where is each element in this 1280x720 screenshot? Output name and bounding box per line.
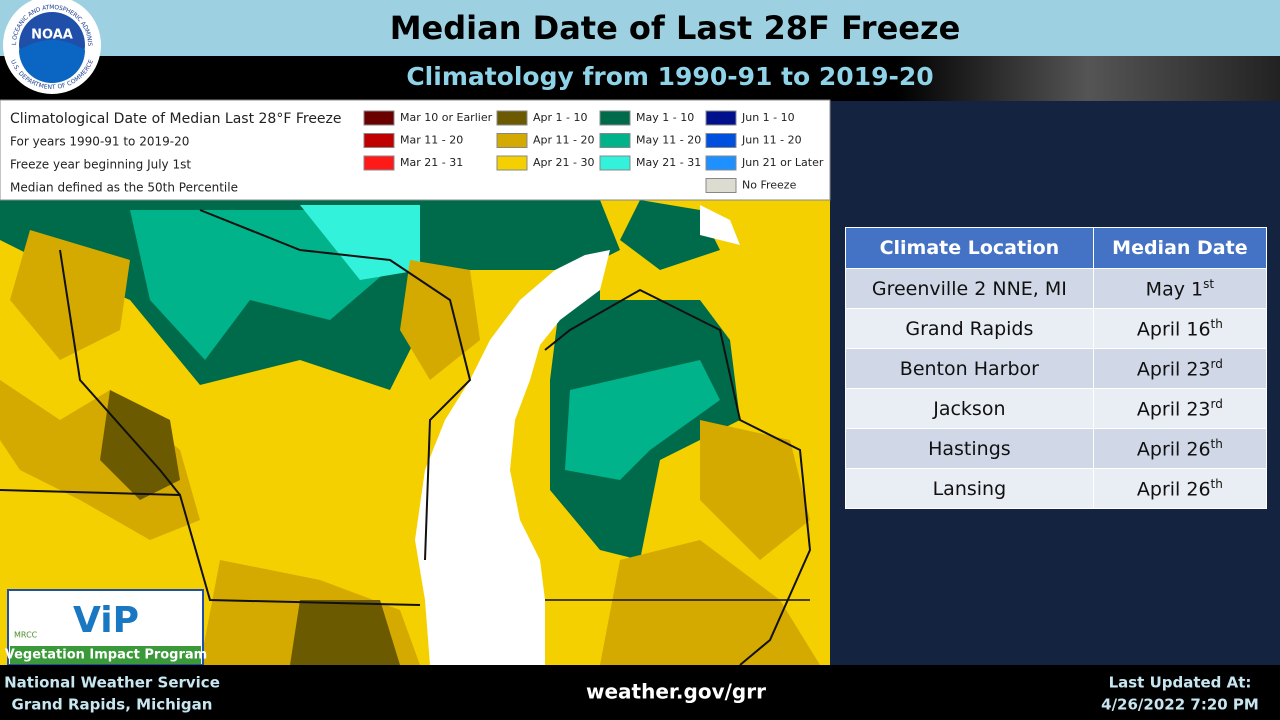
legend-swatch (705, 133, 737, 148)
footer-bar (0, 665, 1280, 720)
subtitle-bar (0, 56, 1280, 101)
legend-label: Jun 11 - 20 (741, 134, 802, 147)
legend-note: For years 1990-91 to 2019-20 (10, 135, 189, 149)
legend-label: Mar 21 - 31 (400, 156, 463, 169)
date-suffix: rd (1210, 396, 1223, 411)
legend-swatch (496, 155, 528, 171)
header-cell: Climate Location (845, 227, 1094, 269)
location-cell: Jackson (845, 388, 1094, 429)
legend-swatch (599, 110, 631, 126)
date-text: April 26 (1136, 478, 1211, 501)
date-suffix: th (1210, 316, 1223, 331)
table-row: Lansing April 26th (845, 468, 1268, 509)
table-row: Hastings April 26th (845, 428, 1268, 469)
legend-swatch (705, 155, 737, 171)
badge-name: ViP (73, 600, 139, 641)
legend-label: Jun 1 - 10 (741, 111, 795, 124)
table-row: Benton Harbor April 23rd (845, 348, 1268, 389)
legend-label: May 1 - 10 (636, 111, 694, 124)
location-cell: Hastings (845, 428, 1094, 469)
date-text: April 16 (1136, 318, 1211, 341)
logo-name: NOAA (31, 28, 73, 43)
legend-label: Mar 10 or Earlier (400, 111, 493, 124)
date-text: April 26 (1136, 438, 1211, 461)
table-row: Grand Rapids April 16th (845, 308, 1268, 349)
map (0, 200, 830, 666)
date-cell: April 23rd (1092, 348, 1268, 389)
legend-note: Median defined as the 50th Percentile (10, 181, 238, 195)
date-cell: April 26th (1092, 428, 1268, 469)
date-text: April 23 (1136, 358, 1211, 381)
legend-swatch (599, 133, 631, 148)
footer-office: National Weather Service (4, 674, 220, 692)
location-cell: Grand Rapids (845, 308, 1094, 349)
legend-label: May 21 - 31 (636, 156, 701, 169)
date-cell: May 1st (1092, 268, 1268, 309)
legend-label: No Freeze (742, 179, 797, 192)
title: Median Date of Last 28F Freeze (390, 9, 961, 47)
date-cell: April 23rd (1092, 388, 1268, 429)
location-cell: Benton Harbor (845, 348, 1094, 389)
legend-swatch (363, 110, 395, 126)
legend-label: Apr 21 - 30 (533, 156, 594, 169)
subtitle: Climatology from 1990-91 to 2019-20 (406, 62, 933, 91)
legend-swatch (705, 110, 737, 126)
location-cell: Greenville 2 NNE, MI (845, 268, 1094, 309)
badge-org: MRCC (14, 631, 38, 640)
climate-table: Climate Location Median Date Greenville … (845, 227, 1268, 509)
date-suffix: rd (1210, 356, 1223, 371)
title-bar (0, 0, 1280, 56)
legend-swatch (363, 133, 395, 148)
legend-label: Apr 11 - 20 (533, 134, 594, 147)
location-cell: Lansing (845, 468, 1094, 509)
legend-title: Climatological Date of Median Last 28°F … (10, 111, 342, 127)
date-text: April 23 (1136, 398, 1211, 421)
date-cell: April 26th (1092, 468, 1268, 509)
footer-url: weather.gov/grr (586, 680, 766, 704)
footer-updated: 4/26/2022 7:20 PM (1101, 696, 1259, 714)
legend-swatch (496, 133, 528, 148)
header-cell: Median Date (1092, 227, 1268, 269)
legend-swatch (599, 155, 631, 171)
footer-updated-label: Last Updated At: (1109, 674, 1252, 692)
date-cell: April 16th (1092, 308, 1268, 349)
date-suffix: st (1203, 276, 1215, 291)
legend-label: Mar 11 - 20 (400, 134, 463, 147)
legend-note: Freeze year beginning July 1st (10, 158, 191, 172)
date-suffix: th (1210, 436, 1223, 451)
table-header: Climate Location Median Date (845, 227, 1268, 269)
badge-program: Vegetation Impact Program (5, 648, 207, 663)
table-row: Jackson April 23rd (845, 388, 1268, 429)
legend-swatch (363, 155, 395, 171)
legend: Climatological Date of Median Last 28°F … (0, 99, 831, 201)
date-suffix: th (1210, 476, 1223, 491)
legend-label: Jun 21 or Later (741, 156, 824, 169)
date-text: May 1 (1145, 278, 1204, 301)
legend-swatch (705, 178, 737, 193)
legend-swatch (496, 110, 528, 126)
footer-location: Grand Rapids, Michigan (12, 696, 213, 714)
legend-label: Apr 1 - 10 (533, 111, 587, 124)
legend-label: May 11 - 20 (636, 134, 701, 147)
table-row: Greenville 2 NNE, MI May 1st (845, 268, 1268, 309)
vip-badge: MRCC ViP Vegetation Impact Program (5, 589, 207, 666)
